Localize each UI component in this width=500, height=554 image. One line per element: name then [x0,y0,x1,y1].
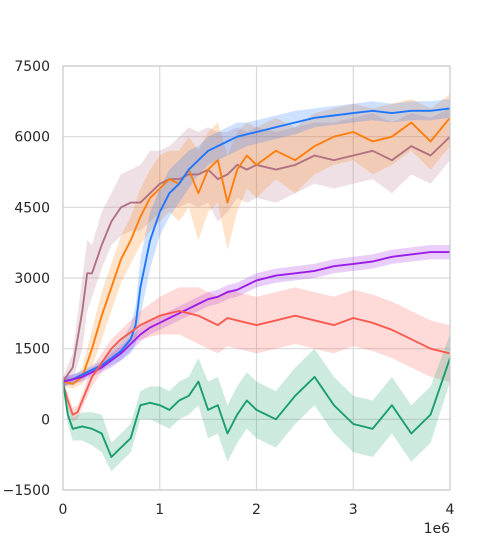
series-5-line [62,357,451,458]
series-1-line [62,117,451,385]
x-tick-label-2: 2 [252,502,261,518]
y-tick-label-3: 3000 [14,271,50,287]
series-lines [62,107,451,458]
y-tick-label-1: 0 [41,412,50,428]
x-tick-label-3: 3 [349,502,358,518]
series-0-band [63,108,450,387]
grid [62,65,451,491]
confidence-bands [63,94,450,472]
series-1-band [63,94,450,389]
series-4-line [62,310,451,416]
y-tick-label-6: 7500 [14,59,50,75]
x-offset-label: 1e6 [424,521,451,537]
tick-labels: 0 1 2 3 4 −1500 0 1500 3000 4500 6000 7500 [3,59,455,518]
plot-frame [62,65,451,491]
y-tick-label-0: −1500 [3,483,50,499]
x-tick-label-4: 4 [446,502,455,518]
series-2-line [62,107,451,383]
series-0-line [62,136,451,383]
x-tick-label-1: 1 [155,502,164,518]
series-3-band [63,245,450,387]
series-5-band [63,334,450,472]
y-tick-label-5: 6000 [14,130,50,146]
y-tick-label-2: 1500 [14,342,50,358]
series-3-line [62,251,450,383]
x-tick-label-0: 0 [59,502,68,518]
series-4-band [63,287,450,422]
y-tick-label-4: 4500 [14,200,50,216]
